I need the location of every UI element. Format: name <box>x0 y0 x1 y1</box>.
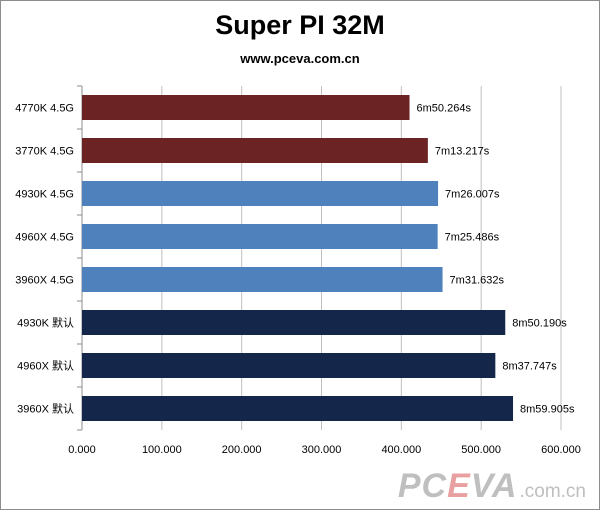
pceva-watermark-logo: PCEVA .com.cn <box>397 467 586 505</box>
bar <box>82 181 439 206</box>
x-tick-label: 500.000 <box>461 444 501 456</box>
bar <box>82 310 506 335</box>
x-tick-label: 300.000 <box>302 444 342 456</box>
x-tick-label: 0.000 <box>68 444 96 456</box>
data-label: 7m31.632s <box>450 275 505 287</box>
category-label: 3960X 默认 <box>17 403 74 416</box>
data-label: 6m50.264s <box>417 103 472 115</box>
category-label: 4960X 默认 <box>17 360 74 373</box>
data-label: 7m13.217s <box>435 146 490 158</box>
category-label: 4930K 4.5G <box>15 189 74 201</box>
bar <box>82 353 496 378</box>
data-label: 7m25.486s <box>445 232 500 244</box>
bar <box>82 267 443 292</box>
data-label: 8m59.905s <box>520 404 575 416</box>
category-label: 4770K 4.5G <box>15 103 74 115</box>
chart-subtitle: www.pceva.com.cn <box>240 51 360 66</box>
x-tick-label: 200.000 <box>222 444 262 456</box>
data-label: 7m26.007s <box>445 189 500 201</box>
category-label: 3770K 4.5G <box>15 146 74 158</box>
chart-title: Super PI 32M <box>215 10 385 40</box>
data-label: 8m50.190s <box>512 318 567 330</box>
x-tick-label: 400.000 <box>381 444 421 456</box>
x-tick-label: 600.000 <box>541 444 581 456</box>
category-label: 4960X 4.5G <box>15 232 74 244</box>
bar <box>82 95 410 120</box>
bar <box>82 138 428 163</box>
bar <box>82 396 514 421</box>
x-tick-label: 100.000 <box>142 444 182 456</box>
bar <box>82 224 438 249</box>
category-label: 3960X 4.5G <box>15 275 74 287</box>
category-label: 4930K 默认 <box>17 317 74 330</box>
data-label: 8m37.747s <box>502 361 557 373</box>
